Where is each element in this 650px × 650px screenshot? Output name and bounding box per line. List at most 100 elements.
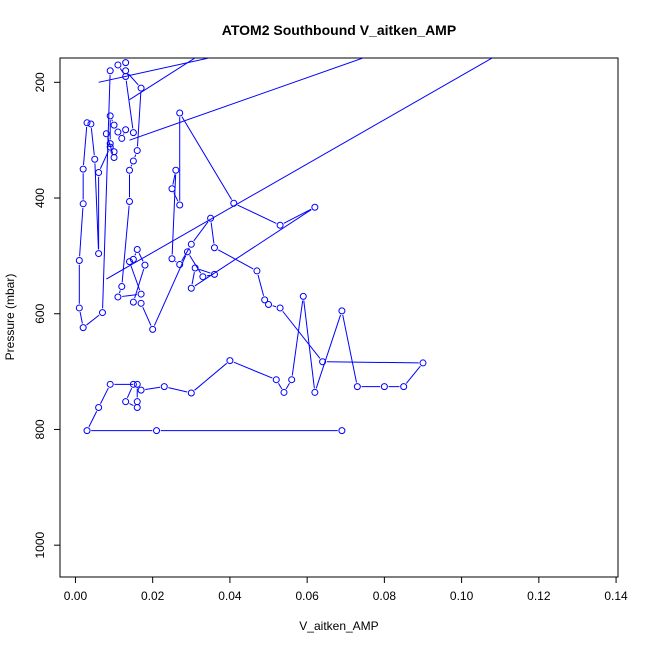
series-line bbox=[326, 361, 419, 364]
data-point bbox=[226, 357, 234, 365]
data-point bbox=[261, 296, 269, 304]
series-segment bbox=[106, 58, 494, 280]
series-line bbox=[315, 314, 342, 389]
series-segment bbox=[129, 58, 196, 101]
series-line bbox=[193, 221, 209, 242]
data-point bbox=[338, 307, 346, 315]
data-point bbox=[106, 143, 114, 151]
x-tick-label: 0.00 bbox=[64, 589, 88, 603]
data-point bbox=[265, 300, 273, 308]
y-tick-label: 200 bbox=[33, 72, 47, 92]
data-point bbox=[87, 120, 95, 128]
data-point bbox=[129, 255, 137, 263]
data-point bbox=[199, 273, 207, 281]
data-point bbox=[126, 166, 134, 174]
data-point bbox=[230, 199, 238, 207]
y-tick-label: 1000 bbox=[33, 532, 47, 559]
series-line bbox=[136, 92, 142, 147]
series-segment bbox=[98, 58, 212, 83]
data-point bbox=[118, 283, 126, 291]
data-point bbox=[207, 214, 215, 222]
series-line bbox=[342, 314, 357, 383]
series-line bbox=[168, 387, 188, 393]
data-point bbox=[110, 148, 118, 156]
data-point bbox=[106, 112, 114, 120]
series-line bbox=[79, 207, 84, 257]
data-point bbox=[137, 386, 145, 394]
data-point bbox=[122, 59, 130, 67]
data-point bbox=[126, 258, 134, 266]
data-point bbox=[319, 358, 327, 366]
series-line bbox=[191, 272, 195, 285]
series-line bbox=[130, 164, 133, 167]
series-line bbox=[285, 383, 290, 390]
series-line bbox=[189, 255, 202, 274]
series-line bbox=[126, 387, 133, 399]
series-line bbox=[181, 116, 233, 200]
data-point bbox=[114, 61, 122, 69]
series-line bbox=[272, 305, 277, 308]
data-point bbox=[129, 129, 137, 137]
series-line bbox=[210, 222, 215, 244]
series-line bbox=[128, 73, 139, 86]
series-line bbox=[88, 411, 98, 428]
data-point bbox=[79, 200, 87, 208]
data-point bbox=[137, 290, 145, 298]
data-point bbox=[168, 255, 176, 263]
data-point bbox=[133, 380, 141, 388]
data-point bbox=[129, 380, 137, 388]
data-point bbox=[276, 304, 284, 312]
data-point bbox=[176, 201, 184, 209]
series-line bbox=[79, 311, 83, 324]
data-point bbox=[311, 203, 319, 211]
x-tick-label: 0.06 bbox=[295, 589, 319, 603]
series-line bbox=[130, 265, 141, 291]
data-point bbox=[114, 128, 122, 136]
data-point bbox=[280, 388, 288, 396]
series-line bbox=[122, 294, 137, 297]
series-line bbox=[94, 163, 99, 250]
plot-frame bbox=[59, 57, 619, 578]
data-point bbox=[137, 84, 145, 92]
series-line bbox=[194, 209, 312, 287]
series-line bbox=[282, 310, 321, 359]
series-line bbox=[145, 386, 161, 390]
data-point bbox=[83, 427, 91, 435]
data-point bbox=[126, 197, 134, 205]
series-line bbox=[198, 268, 211, 274]
data-point bbox=[133, 398, 141, 406]
y-axis-label: Pressure (mbar) bbox=[3, 274, 17, 361]
series-line bbox=[134, 268, 145, 299]
data-point bbox=[149, 325, 157, 333]
y-tick-label: 800 bbox=[33, 419, 47, 439]
data-point bbox=[276, 221, 284, 229]
series-line bbox=[86, 314, 100, 326]
data-point bbox=[75, 257, 83, 265]
data-point bbox=[380, 383, 388, 391]
x-tick-label: 0.10 bbox=[450, 589, 474, 603]
data-point bbox=[95, 250, 103, 258]
series-line bbox=[257, 274, 265, 296]
data-point bbox=[272, 376, 280, 384]
plot-area bbox=[75, 58, 494, 435]
series-line bbox=[134, 154, 137, 158]
data-point bbox=[95, 169, 103, 177]
data-point bbox=[419, 359, 427, 367]
data-point bbox=[210, 270, 218, 278]
x-tick-label: 0.12 bbox=[527, 589, 551, 603]
series-line bbox=[237, 204, 277, 224]
data-point bbox=[168, 185, 176, 193]
data-point bbox=[288, 376, 296, 384]
data-point bbox=[187, 284, 195, 292]
data-point bbox=[106, 67, 114, 75]
data-point bbox=[102, 130, 110, 138]
data-point bbox=[106, 380, 114, 388]
series-line bbox=[121, 205, 130, 283]
series-line bbox=[206, 274, 211, 277]
data-point bbox=[253, 267, 261, 275]
data-point bbox=[187, 240, 195, 248]
data-point bbox=[98, 309, 106, 317]
series-line bbox=[100, 387, 109, 404]
x-axis-label: V_aitken_AMP bbox=[299, 619, 378, 633]
